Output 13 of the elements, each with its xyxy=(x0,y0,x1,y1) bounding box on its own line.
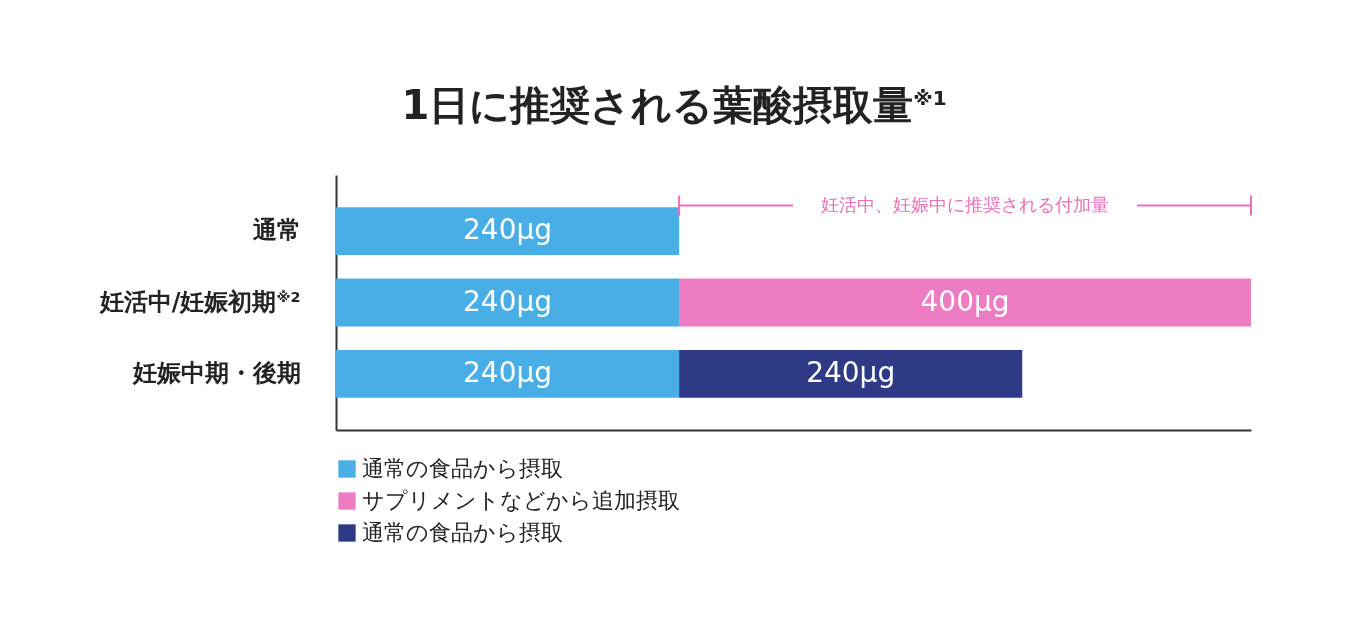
y-tick-label: 通常 xyxy=(251,216,301,245)
y-tick-label: 妊活中/妊娠初期$^{※2}$ xyxy=(98,287,301,316)
data-label: 240μg xyxy=(806,355,896,389)
y-tick-label: 妊娠中期・後期 xyxy=(131,358,301,387)
chart-title: 1日に推奨される葉酸摂取量$^{※1}$ xyxy=(400,81,948,130)
data-label: 240μg xyxy=(463,355,553,389)
annotation: 妊活中、妊娠中に推奨される付加量 xyxy=(821,193,1110,215)
legend-label: サプリメントなどから追加摂取 xyxy=(362,488,680,513)
data-label: 240μg xyxy=(463,213,553,247)
data-label: 240μg xyxy=(463,284,553,318)
legend-label: 通常の食品から摂取 xyxy=(362,520,563,545)
data-label: 400μg xyxy=(920,284,1010,318)
legend-label: 通常の食品から摂取 xyxy=(362,456,563,481)
